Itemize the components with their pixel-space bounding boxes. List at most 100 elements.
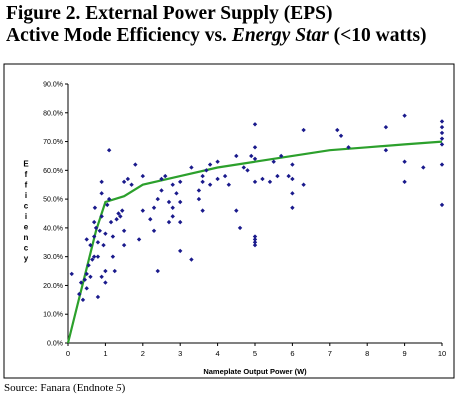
data-point xyxy=(166,199,172,205)
data-point xyxy=(402,179,407,185)
data-point xyxy=(290,176,295,182)
data-point xyxy=(99,191,104,196)
y-tick-label: 60.0% xyxy=(43,168,63,175)
data-point xyxy=(178,199,183,205)
data-point xyxy=(178,179,183,185)
data-point xyxy=(140,173,145,179)
data-point xyxy=(170,182,175,187)
x-tick-label: 6 xyxy=(290,349,294,358)
data-point xyxy=(249,153,254,159)
data-point xyxy=(125,176,131,182)
x-tick-label: 0 xyxy=(66,349,70,358)
data-point xyxy=(439,202,445,208)
data-point xyxy=(151,205,157,210)
data-point xyxy=(290,191,295,196)
y-axis-label-char: i xyxy=(25,212,27,221)
source-post: ) xyxy=(121,382,126,394)
data-point xyxy=(170,205,175,210)
data-point xyxy=(166,219,172,225)
data-point xyxy=(196,196,202,202)
data-point xyxy=(121,242,127,248)
y-tick-label: 90.0% xyxy=(43,82,63,89)
data-point xyxy=(91,219,97,225)
data-point xyxy=(88,274,93,280)
data-point xyxy=(91,254,97,259)
data-point xyxy=(204,168,209,173)
x-axis-label: Nameplate Output Power (W) xyxy=(203,367,307,376)
data-point xyxy=(402,159,407,164)
data-point xyxy=(136,237,142,242)
data-point xyxy=(103,280,108,285)
data-point xyxy=(267,179,273,185)
data-point xyxy=(114,217,119,222)
data-point xyxy=(275,173,280,179)
data-point xyxy=(91,234,97,239)
data-point xyxy=(439,142,445,147)
data-point xyxy=(245,168,250,173)
y-tick-label: 30.0% xyxy=(43,254,63,261)
data-point xyxy=(155,268,160,274)
data-point xyxy=(215,159,220,164)
y-axis-label-char: f xyxy=(25,180,28,189)
source-note: Source: Fanara (Endnote 5) xyxy=(4,382,125,394)
figure-title: Figure 2. External Power Supply (EPS) Ac… xyxy=(6,3,458,47)
data-point xyxy=(200,208,205,213)
data-point xyxy=(196,188,202,193)
data-point xyxy=(106,196,112,202)
data-point xyxy=(69,271,74,277)
y-axis-label-char: i xyxy=(25,191,27,200)
x-tick-label: 10 xyxy=(438,349,446,358)
data-point xyxy=(170,214,175,219)
title-line-2-pre: Active Mode Efficiency vs. xyxy=(6,25,232,46)
x-tick-label: 8 xyxy=(365,349,369,358)
data-point xyxy=(278,153,284,159)
data-point xyxy=(99,274,104,280)
data-point xyxy=(252,179,258,185)
data-point xyxy=(133,162,138,167)
y-tick-label: 50.0% xyxy=(43,197,63,204)
y-axis-label-char: c xyxy=(24,201,29,210)
data-point xyxy=(78,280,84,285)
data-point xyxy=(301,182,306,187)
data-point xyxy=(148,217,153,222)
data-point xyxy=(439,124,445,130)
data-point xyxy=(439,119,445,124)
data-point xyxy=(155,196,160,202)
data-point xyxy=(95,294,101,300)
data-point xyxy=(207,182,213,187)
chart-outer-border xyxy=(3,63,455,379)
data-point xyxy=(200,179,205,185)
y-axis-label-char: y xyxy=(24,254,29,263)
data-point xyxy=(121,228,127,233)
data-point xyxy=(222,173,228,179)
data-point xyxy=(215,176,220,182)
data-point xyxy=(90,257,95,262)
data-point xyxy=(95,240,101,245)
data-point xyxy=(234,208,239,213)
y-axis-label-char: f xyxy=(25,170,28,179)
data-point xyxy=(402,113,407,118)
data-point xyxy=(93,225,99,231)
y-axis-label-char: E xyxy=(23,159,29,168)
data-point xyxy=(290,162,295,167)
data-point xyxy=(84,271,89,277)
x-tick-label: 2 xyxy=(141,349,145,358)
y-tick-label: 0.0% xyxy=(47,341,63,348)
data-point xyxy=(110,254,116,259)
data-point xyxy=(252,237,258,242)
data-point xyxy=(346,145,351,150)
data-point xyxy=(189,257,194,262)
data-point xyxy=(88,242,93,248)
data-point xyxy=(260,176,265,182)
data-point xyxy=(86,263,91,268)
trend-line-group xyxy=(66,140,443,344)
data-point xyxy=(286,173,291,179)
title-line-2-post: (<10 watts) xyxy=(328,25,427,46)
data-point xyxy=(252,240,258,245)
data-point xyxy=(103,231,108,236)
data-point xyxy=(121,179,127,185)
data-point xyxy=(237,225,243,231)
y-tick-label: 70.0% xyxy=(43,139,63,146)
data-points xyxy=(69,113,445,303)
